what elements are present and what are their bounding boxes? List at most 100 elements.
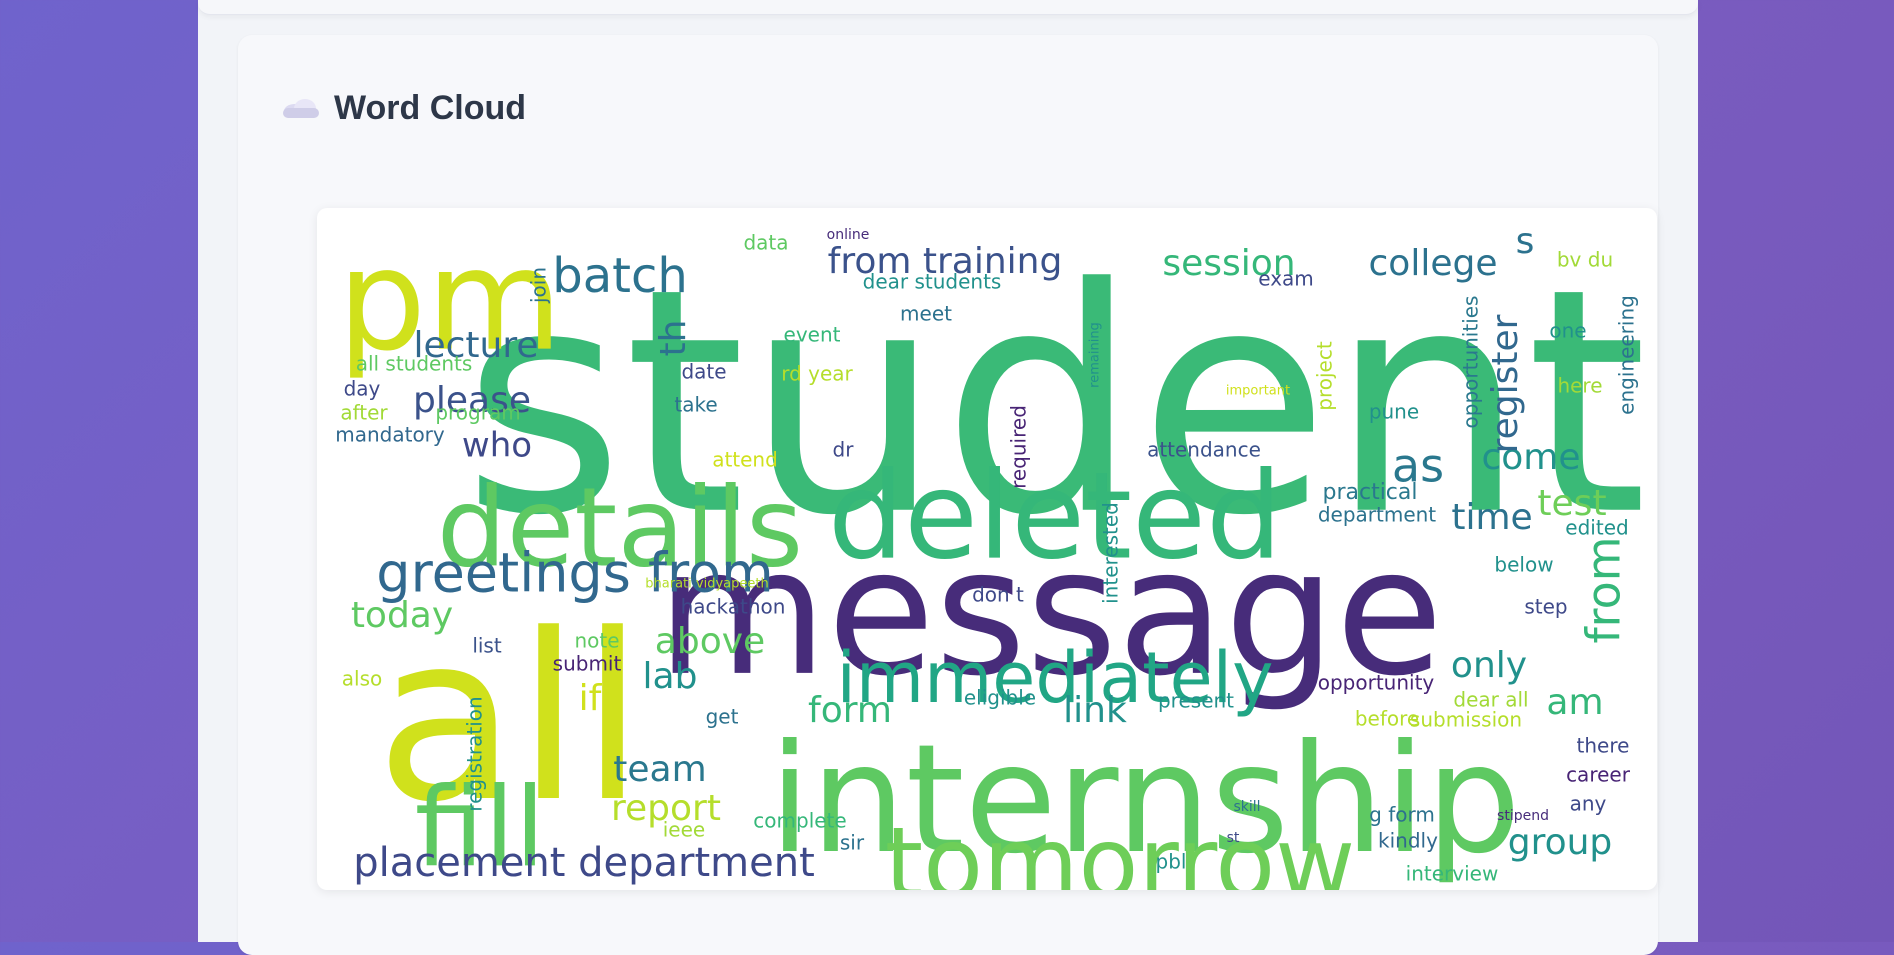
cloud-icon xyxy=(282,96,320,120)
word-all: all xyxy=(376,586,645,853)
word-opportunities: opportunities xyxy=(1459,296,1483,429)
word-form: form xyxy=(808,690,892,731)
word-career: career xyxy=(1566,763,1631,787)
word-complete: complete xyxy=(753,809,846,833)
previous-card-edge xyxy=(198,0,1698,15)
word-before: before xyxy=(1355,707,1419,731)
word-step: step xyxy=(1524,595,1567,619)
word-internship: internship xyxy=(769,713,1521,887)
word-below: below xyxy=(1494,553,1553,577)
word-project: project xyxy=(1313,341,1337,411)
word-after: after xyxy=(340,401,388,425)
word-kindly: kindly xyxy=(1378,829,1438,853)
word-tomorrow: tomorrow xyxy=(885,807,1356,890)
word-fill: fill xyxy=(415,763,545,890)
word-take: take xyxy=(674,393,717,417)
word-submit: submit xyxy=(553,652,622,676)
word-also: also xyxy=(342,667,382,691)
word-pbl: pbl xyxy=(1156,850,1187,874)
word-lab: lab xyxy=(643,656,698,697)
word-as: as xyxy=(1392,439,1444,493)
word-details: details xyxy=(437,463,803,591)
word-here: here xyxy=(1557,374,1602,398)
word-any: any xyxy=(1570,792,1607,816)
word-s: s xyxy=(1516,221,1535,262)
word-today: today xyxy=(351,595,453,636)
word-batch: batch xyxy=(552,248,688,304)
word-stipend: stipend xyxy=(1497,808,1549,824)
word-practical: practical xyxy=(1322,480,1417,505)
word-attend: attend xyxy=(712,448,778,472)
word-required: required xyxy=(1007,405,1031,489)
word-immediately: immediately xyxy=(836,637,1273,719)
word-pune: pune xyxy=(1369,400,1419,424)
word-register: register xyxy=(1485,314,1526,453)
word-note: note xyxy=(574,629,619,653)
word-test: test xyxy=(1537,483,1606,524)
word-interested: interested xyxy=(1099,502,1123,604)
word-online: online xyxy=(827,227,870,243)
word-come: come xyxy=(1481,437,1580,478)
word-link: link xyxy=(1063,690,1127,731)
word-attendance: attendance xyxy=(1147,438,1261,462)
word-only: only xyxy=(1451,645,1527,686)
word-mandatory: mandatory xyxy=(335,423,445,447)
word-get: get xyxy=(706,705,739,729)
word-pm: pm xyxy=(337,220,562,383)
word-skill: skill xyxy=(1233,799,1260,815)
word-edited: edited xyxy=(1565,516,1628,540)
word-g-form: g form xyxy=(1369,803,1435,827)
word-bv-du: bv du xyxy=(1557,248,1613,272)
word-dear-all: dear all xyxy=(1453,688,1528,712)
word-cloud-card: Word Cloud student message internship all de… xyxy=(238,35,1658,955)
word-lecture: lecture xyxy=(413,325,538,366)
word-list: list xyxy=(472,634,502,658)
word-engineering: engineering xyxy=(1615,295,1639,415)
word-event: event xyxy=(784,323,841,347)
word-group: group xyxy=(1508,822,1613,863)
word-session: session xyxy=(1162,243,1295,284)
word-greetings-from: greetings from xyxy=(376,542,773,605)
word-college: college xyxy=(1369,243,1498,284)
word-submission: submission xyxy=(1410,708,1522,732)
word-department: department xyxy=(1318,503,1436,527)
word-dear-students: dear students xyxy=(863,270,1002,294)
word-rd-year: rd year xyxy=(781,362,853,386)
word-cloud-header: Word Cloud xyxy=(282,83,526,133)
word-date: date xyxy=(681,360,726,384)
word-important: important xyxy=(1226,384,1290,399)
word-report: report xyxy=(611,788,721,829)
word-ieee: ieee xyxy=(663,818,705,842)
word-join: join xyxy=(527,267,551,304)
word-above: above xyxy=(655,621,765,662)
word-deleted: deleted xyxy=(828,448,1282,587)
word-present: present xyxy=(1158,689,1234,713)
word-bharati-vidyapeeth: bharati vidyapeeth xyxy=(645,577,768,592)
word-registration: registration xyxy=(463,696,487,811)
word-all-students: all students xyxy=(356,352,473,376)
word-th: th xyxy=(653,320,694,357)
word-from-training: from training xyxy=(828,241,1063,282)
word-data: data xyxy=(743,231,788,255)
word-day: day xyxy=(344,377,381,401)
word-program: program xyxy=(435,401,520,425)
word-don-t: don t xyxy=(972,583,1024,607)
word-remaining: remaining xyxy=(1088,322,1103,388)
section-title: Word Cloud xyxy=(334,88,526,127)
word-opportunity: opportunity xyxy=(1318,671,1435,695)
word-team: team xyxy=(613,749,706,790)
word-student: student xyxy=(462,223,1647,584)
word-sir: sir xyxy=(840,831,865,855)
word-who: who xyxy=(462,426,532,466)
word-message: message xyxy=(657,512,1443,715)
word-dr: dr xyxy=(833,438,855,462)
word-placement-department: placement department xyxy=(353,840,815,886)
word-meet: meet xyxy=(900,302,952,326)
word-one: one xyxy=(1549,319,1586,343)
word-am: am xyxy=(1546,682,1603,723)
word-there: there xyxy=(1577,734,1630,758)
word-hackathon: hackathon xyxy=(681,595,786,619)
word-interview: interview xyxy=(1406,862,1499,886)
word-from: from xyxy=(1577,536,1631,643)
